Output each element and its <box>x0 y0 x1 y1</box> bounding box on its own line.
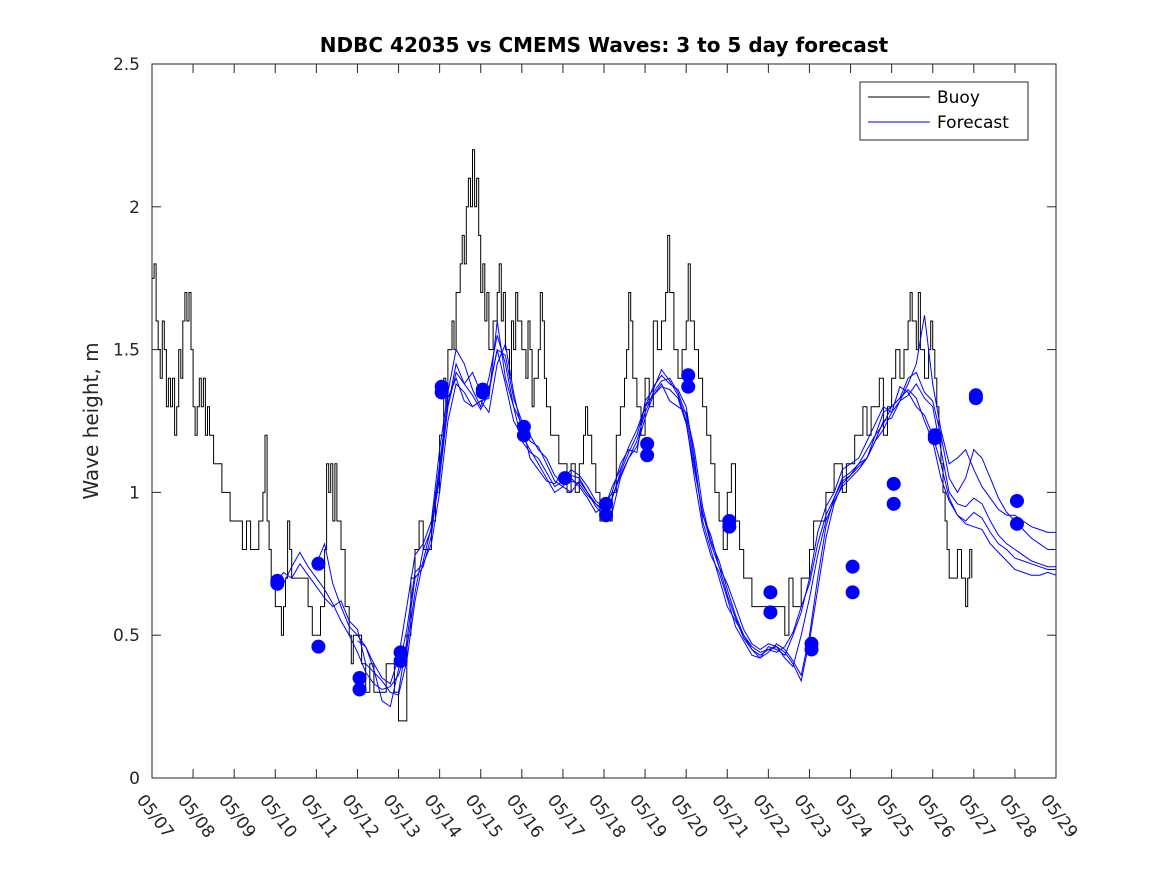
forecast-marker <box>640 448 655 463</box>
y-tick-label: 0 <box>129 769 140 789</box>
forecast-marker <box>681 379 696 394</box>
forecast-marker <box>886 496 901 511</box>
series-forecast-line-5 <box>398 315 1056 693</box>
forecast-marker <box>352 682 367 697</box>
forecast-marker <box>1009 516 1024 531</box>
x-tick-label: 05/20 <box>666 791 711 842</box>
chart-title: NDBC 42035 vs CMEMS Waves: 3 to 5 day fo… <box>320 33 889 57</box>
x-tick-label: 05/23 <box>789 791 834 842</box>
x-tick-label: 05/09 <box>214 791 259 842</box>
forecast-marker <box>393 653 408 668</box>
forecast-marker <box>1009 493 1024 508</box>
series-forecast-line-3 <box>315 335 1056 685</box>
legend-box <box>859 81 1029 141</box>
x-tick-label: 05/14 <box>420 791 465 842</box>
forecast-marker <box>763 605 778 620</box>
series-forecast-line-4 <box>357 342 1056 708</box>
legend: Buoy Forecast <box>859 81 1029 141</box>
axes-box <box>151 63 1057 779</box>
x-tick-label: 05/17 <box>543 791 588 842</box>
x-tick-label: 05/13 <box>379 791 424 842</box>
x-tick-label: 05/18 <box>584 791 629 842</box>
plot-area: 00.511.522.505/0705/0805/0905/1005/1105/… <box>113 55 1082 842</box>
x-tick-label: 05/22 <box>748 791 793 842</box>
x-tick-label: 05/16 <box>502 791 547 842</box>
legend-buoy-label: Buoy <box>937 88 980 108</box>
x-tick-label: 05/10 <box>255 791 300 842</box>
x-tick-label: 05/11 <box>296 791 341 842</box>
x-tick-label: 05/12 <box>337 791 382 842</box>
y-tick-label: 1 <box>129 483 140 503</box>
forecast-marker <box>927 431 942 446</box>
x-tick-label: 05/28 <box>995 791 1040 842</box>
y-tick-label: 1.5 <box>113 341 140 361</box>
forecast-marker <box>311 639 326 654</box>
series-buoy-line <box>152 149 973 722</box>
forecast-marker <box>516 428 531 443</box>
forecast-marker <box>763 585 778 600</box>
forecast-marker <box>475 385 490 400</box>
x-tick-label: 05/08 <box>173 791 218 842</box>
x-tick-label: 05/27 <box>954 791 999 842</box>
x-tick-label: 05/21 <box>707 791 752 842</box>
x-tick-label: 05/15 <box>461 791 506 842</box>
y-tick-label: 2.5 <box>113 55 140 75</box>
forecast-marker <box>599 508 614 523</box>
x-tick-label: 05/19 <box>625 791 670 842</box>
forecast-marker <box>886 476 901 491</box>
x-tick-label: 05/24 <box>831 791 876 842</box>
x-tick-label: 05/25 <box>872 791 917 842</box>
x-tick-label: 05/29 <box>1036 791 1081 842</box>
forecast-marker <box>845 559 860 574</box>
y-tick-label: 2 <box>129 198 140 218</box>
forecast-marker <box>804 642 819 657</box>
y-axis-label: Wave height, m <box>79 342 103 499</box>
forecast-marker <box>845 585 860 600</box>
forecast-marker <box>722 519 737 534</box>
forecast-marker <box>968 391 983 406</box>
forecast-marker <box>311 556 326 571</box>
series-forecast-line-2 <box>274 320 1056 696</box>
forecast-marker <box>270 573 285 588</box>
legend-forecast-label: Forecast <box>937 113 1009 133</box>
x-tick-label: 05/26 <box>913 791 958 842</box>
forecast-marker <box>434 385 449 400</box>
y-tick-label: 0.5 <box>113 626 140 646</box>
forecast-marker <box>557 471 572 486</box>
x-tick-label: 05/07 <box>132 791 177 842</box>
